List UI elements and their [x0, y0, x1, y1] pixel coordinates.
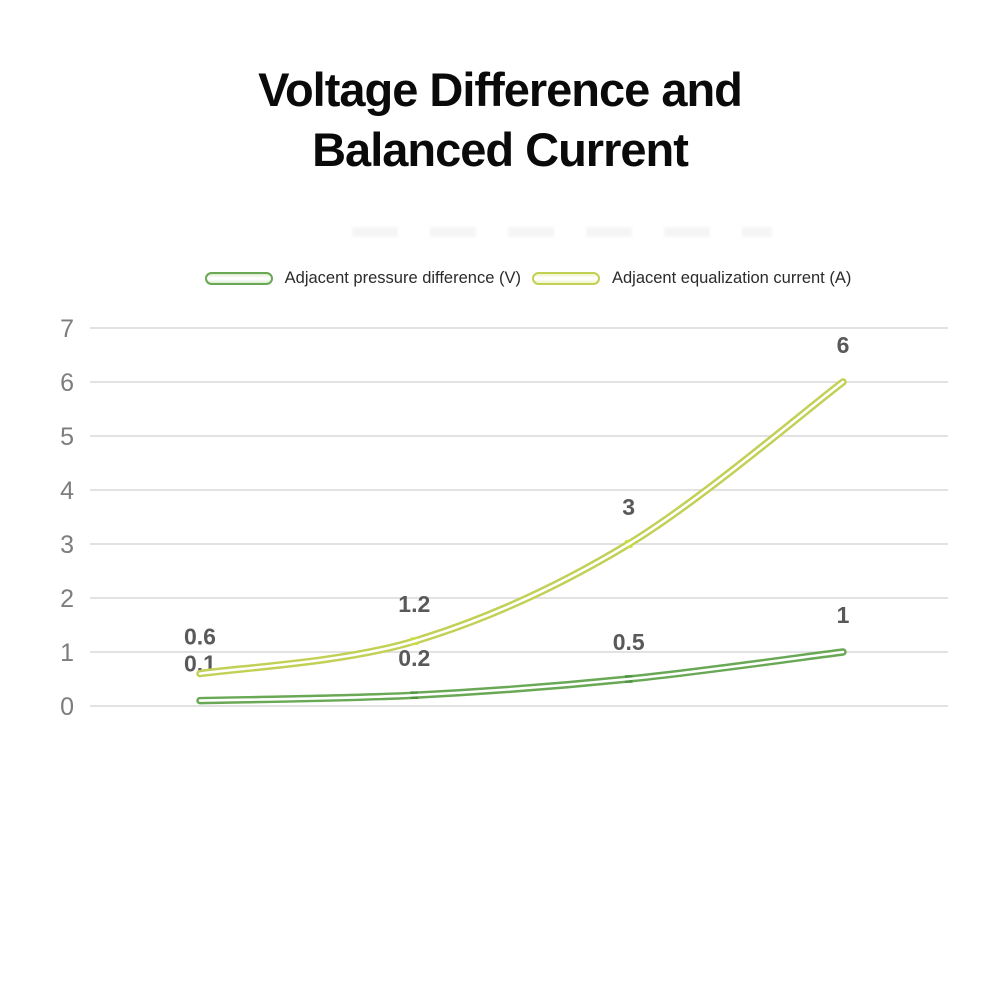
legend-item: Adjacent pressure difference (V) — [204, 269, 521, 288]
y-axis-tick-label: 4 — [60, 477, 74, 505]
y-axis-tick-label: 7 — [60, 315, 74, 343]
series-line-outline — [196, 648, 847, 705]
title-line-2: Balanced Current — [312, 123, 689, 177]
legend-line-marker-icon — [531, 272, 600, 285]
data-point-label: 1 — [837, 602, 850, 628]
chart-title: Voltage Difference and Balanced Current — [0, 60, 1000, 180]
legend-line-marker-icon — [204, 272, 273, 285]
data-point-label: 6 — [837, 332, 850, 358]
y-axis-tick-label: 6 — [60, 369, 74, 397]
series-line-core — [198, 650, 845, 702]
y-axis-tick-label: 3 — [60, 531, 74, 559]
data-point-label: 0.6 — [184, 624, 216, 650]
data-point-label: 0.2 — [398, 645, 430, 671]
legend-label: Adjacent equalization current (A) — [611, 269, 852, 287]
legend-label: Adjacent pressure difference (V) — [284, 269, 521, 287]
title-line-1: Voltage Difference and — [258, 63, 743, 116]
series-line-core — [198, 380, 845, 675]
legend: Adjacent pressure difference (V) Adjacent… — [28, 269, 1000, 288]
y-axis-tick-label: 2 — [60, 585, 74, 613]
y-axis-tick-label: 1 — [60, 639, 74, 667]
data-point-label: 1.2 — [398, 591, 430, 617]
y-axis-tick-label: 5 — [60, 423, 74, 451]
series-line-outline — [196, 378, 847, 678]
data-point-label: 0.5 — [613, 629, 645, 655]
legend-item: Adjacent equalization current (A) — [531, 269, 852, 288]
y-axis-tick-label: 0 — [60, 693, 74, 721]
data-point-label: 3 — [622, 494, 635, 520]
cropped-text-artifact — [352, 227, 772, 237]
